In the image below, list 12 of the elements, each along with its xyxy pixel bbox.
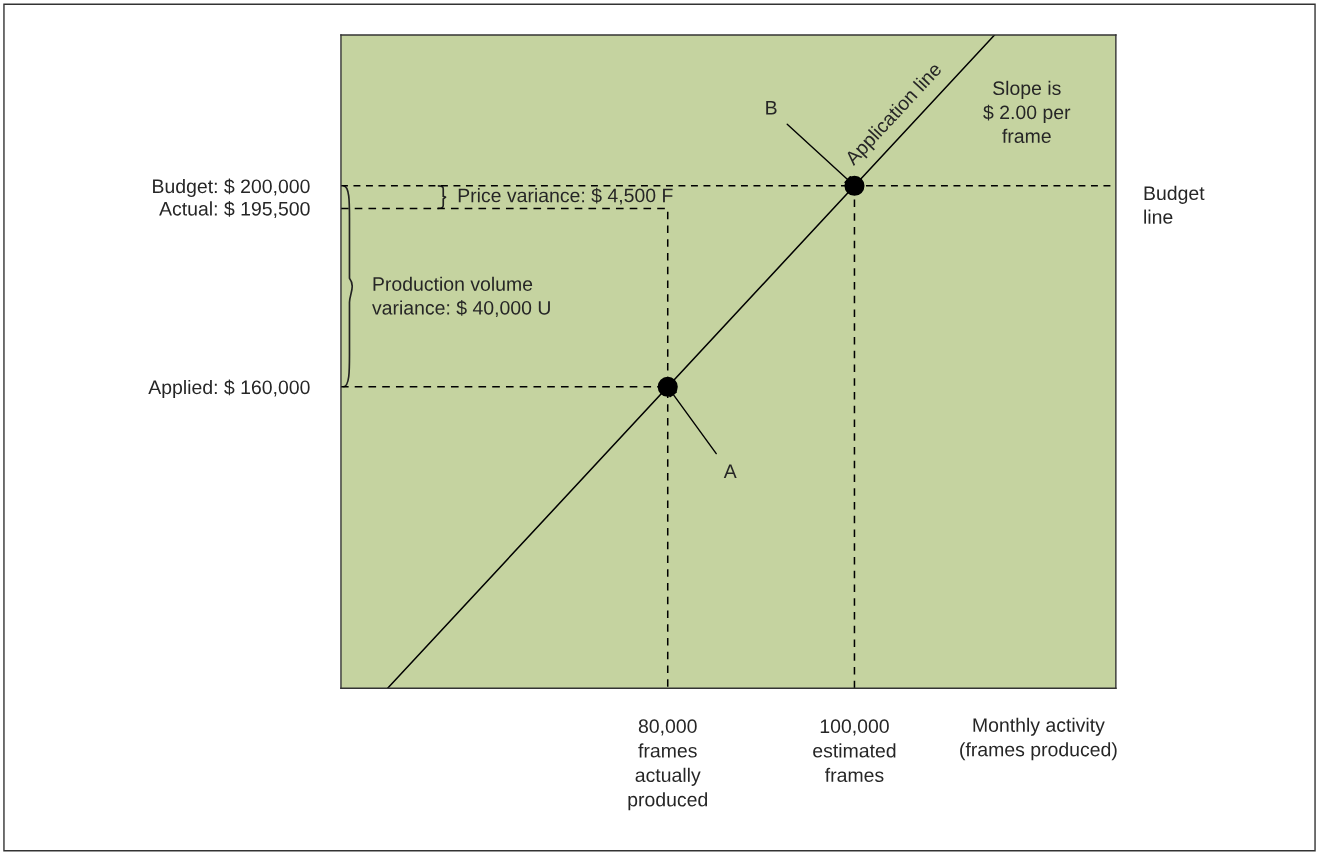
ref-line-label: Budget line (1144, 185, 1205, 224)
y-tick-label: Applied: $ 160,000 (148, 379, 310, 399)
y-tick-label: Budget: $ 200,000 (153, 178, 310, 198)
x-tick-label: 80,000 frames actually produced (628, 719, 708, 811)
annotation: Production volume variance: $ 40,000 U (372, 276, 550, 317)
annotation: A (723, 464, 737, 478)
y-tick-label: Actual: $ 195,500 (159, 201, 310, 218)
annotation: Price variance: $ 4,500 F (458, 187, 673, 205)
annotation: B (766, 101, 777, 115)
x-tick-label: 100,000 estimated frames (813, 719, 896, 783)
x-axis-title: Monthly activity (frames produced) (960, 717, 1117, 761)
annotation: Slope is $ 2.00 per frame (983, 80, 1071, 144)
